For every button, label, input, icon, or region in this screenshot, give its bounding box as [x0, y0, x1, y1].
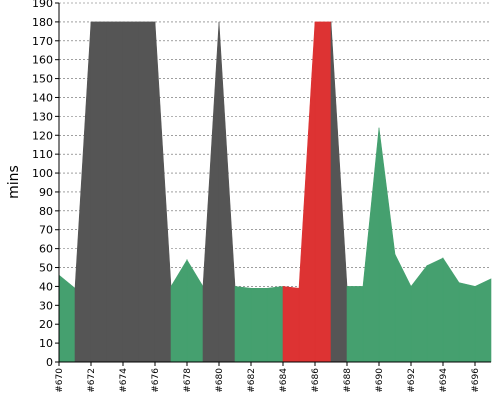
x-tick-label: #678	[183, 368, 193, 393]
x-tick-labels: #670 #672 #674 #676 #678 #680 #682 #684 #686 #688…	[55, 362, 481, 393]
y-tick-labels: 0 10 20 30 40 50 60 70 80 90 100 110 120 130 140 150 160…	[32, 0, 53, 369]
area-segment-success	[442, 257, 460, 363]
x-tick-label: #694	[439, 368, 449, 393]
area-segment-failed	[314, 21, 332, 363]
y-axis-title: mins	[6, 165, 22, 199]
y-tick-label: 130	[32, 110, 53, 123]
area-segment-success	[58, 274, 76, 363]
area-segment-success	[410, 264, 428, 363]
x-tick-label: #684	[279, 368, 289, 393]
duration-areas	[58, 21, 492, 363]
x-tick-label: #676	[151, 368, 161, 393]
y-tick-label: 0	[46, 356, 53, 369]
y-tick-label: 150	[32, 73, 53, 86]
area-segment-failed	[282, 286, 300, 363]
area-segment-aborted	[90, 21, 108, 363]
y-tick-label: 170	[32, 35, 53, 48]
area-segment-success	[266, 286, 284, 363]
area-segment-aborted	[122, 21, 140, 363]
y-tick-label: 30	[39, 299, 53, 312]
y-tick-label: 80	[39, 205, 53, 218]
x-tick-label: #680	[215, 368, 225, 393]
axes	[58, 3, 491, 363]
area-segment-success	[426, 257, 444, 363]
y-tick-label: 70	[39, 224, 53, 237]
y-tick-label: 20	[39, 318, 53, 331]
y-tick-label: 180	[32, 16, 53, 29]
area-segment-success	[394, 254, 412, 363]
area-segment-success	[458, 282, 476, 363]
x-tick-label: #670	[55, 368, 65, 393]
y-tick-label: 50	[39, 262, 53, 275]
y-tick-label: 190	[32, 0, 53, 10]
y-tick-label: 120	[32, 129, 53, 142]
y-tick-label: 160	[32, 54, 53, 67]
x-tick-label: #686	[311, 368, 321, 393]
area-segment-aborted	[106, 21, 124, 363]
area-segment-aborted	[74, 21, 92, 363]
area-segment-success	[362, 127, 380, 363]
x-tick-label: #696	[471, 368, 481, 393]
area-segment-aborted	[138, 21, 156, 363]
y-tick-label: 40	[39, 280, 53, 293]
area-segment-success	[378, 127, 396, 363]
area-segment-success	[474, 278, 492, 363]
y-tick-label: 100	[32, 167, 53, 180]
x-tick-label: #690	[375, 368, 385, 393]
y-tick-label: 90	[39, 186, 53, 199]
x-tick-label: #692	[407, 368, 417, 393]
area-segment-failed	[298, 21, 316, 363]
x-tick-label: #688	[343, 368, 353, 393]
area-segment-success	[170, 258, 188, 363]
y-tick-label: 60	[39, 243, 53, 256]
area-segment-aborted	[202, 21, 220, 363]
area-segment-success	[346, 286, 364, 363]
y-tick-label: 110	[32, 148, 53, 161]
area-segment-success	[186, 258, 204, 363]
y-tick-label: 140	[32, 91, 53, 104]
x-tick-label: #672	[87, 368, 97, 393]
y-tick-label: 10	[39, 337, 53, 350]
area-segment-success	[250, 288, 268, 363]
x-tick-label: #682	[247, 368, 257, 393]
area-segment-success	[234, 286, 252, 363]
x-tick-label: #674	[119, 368, 129, 393]
